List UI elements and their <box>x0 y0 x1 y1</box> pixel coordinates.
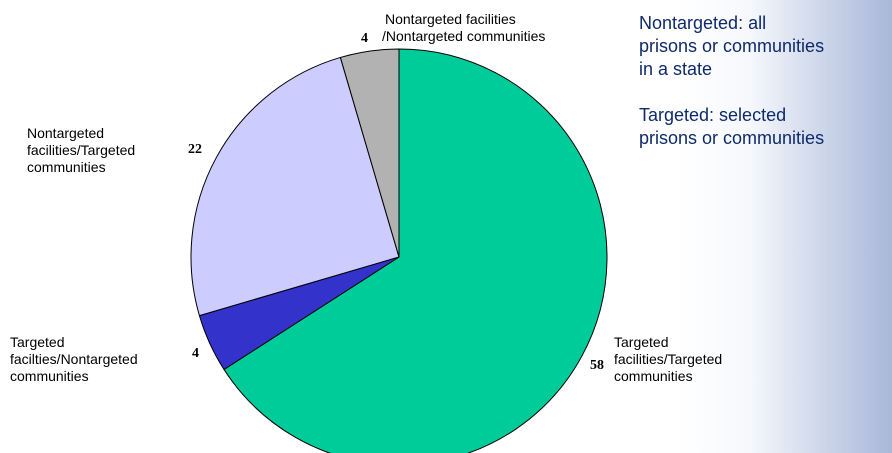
slice-targeted-targeted <box>223 48 608 453</box>
note-line: prisons or communities <box>639 36 825 56</box>
slice-label-nontargeted-nontargeted: Nontargeted facilities /Nontargeted comm… <box>382 11 545 45</box>
note-nontargeted-definition: Nontargeted: all prisons or communities … <box>639 12 824 81</box>
slice-label-line: Targeted <box>614 334 669 350</box>
slice-label-line: communities <box>614 368 693 384</box>
slice-label-line: facilties/Nontargeted <box>10 351 138 367</box>
slice-label-line: facilities/Targeted <box>614 351 723 367</box>
note-line: Nontargeted: all <box>639 13 767 33</box>
slice-label-line: /Nontargeted communities <box>382 28 546 44</box>
slice-label-line: Targeted <box>10 334 65 350</box>
slice-value-nontargeted-targeted: 22 <box>188 142 202 157</box>
slice-label-line: communities <box>10 368 89 384</box>
slice-label-targeted-nontargeted: Targeted facilties/Nontargeted communiti… <box>10 334 138 385</box>
slice-value-nontargeted-nontargeted: 4 <box>361 31 368 46</box>
note-line: prisons or communities <box>639 128 825 148</box>
note-line: Targeted: selected <box>639 105 787 125</box>
slice-label-line: Nontargeted <box>27 125 105 141</box>
note-targeted-definition: Targeted: selected prisons or communitie… <box>639 104 824 150</box>
note-line: in a state <box>639 59 713 79</box>
slice-label-line: Nontargeted facilities <box>385 11 516 27</box>
slice-label-line: communities <box>27 159 106 175</box>
slice-label-line: facilities/Targeted <box>27 142 136 158</box>
slice-nontargeted-targeted <box>190 56 400 317</box>
slice-label-targeted-targeted: Targeted facilities/Targeted communities <box>614 334 722 385</box>
slice-nontargeted-nontargeted <box>339 48 400 258</box>
slice-value-targeted-targeted: 58 <box>590 358 604 373</box>
slice-value-targeted-nontargeted: 4 <box>192 346 199 361</box>
slice-label-nontargeted-targeted: Nontargeted facilities/Targeted communit… <box>27 125 135 176</box>
